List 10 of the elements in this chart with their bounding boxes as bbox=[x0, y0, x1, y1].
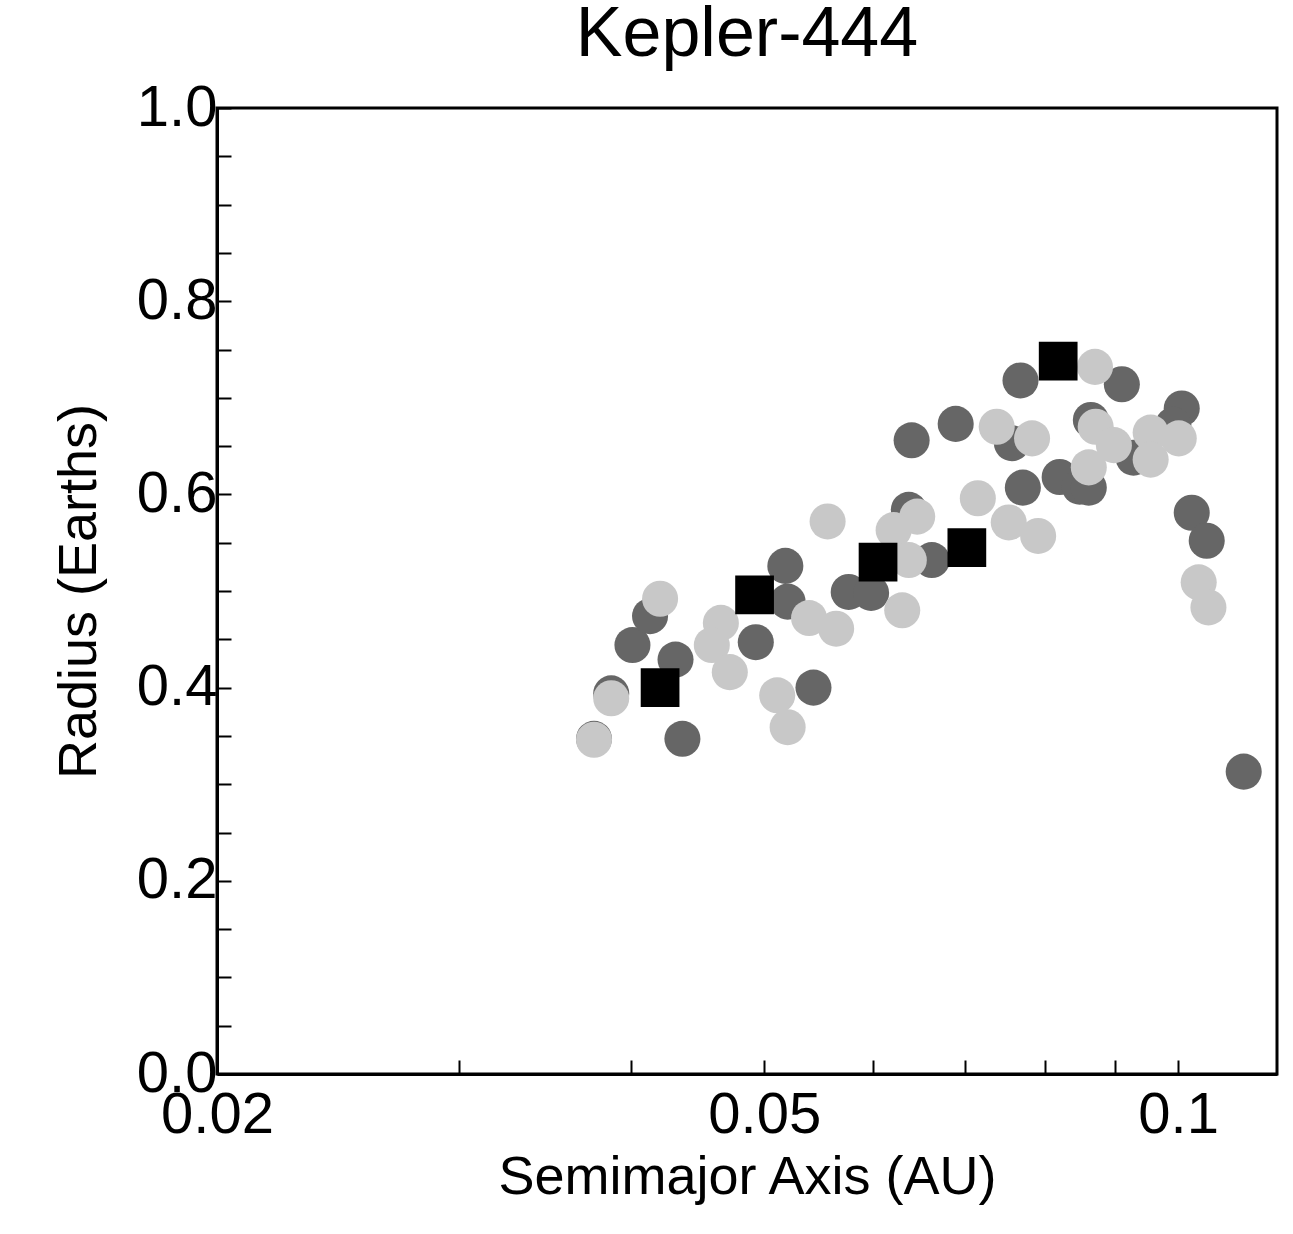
x-tick-label: 0.1 bbox=[1138, 1079, 1219, 1145]
y-tick-label: 1.0 bbox=[136, 72, 218, 138]
y-tick-label: 0.2 bbox=[136, 845, 218, 911]
x-axis-title: Semimajor Axis (AU) bbox=[498, 1144, 997, 1205]
y-tick-label: 0.4 bbox=[136, 652, 218, 718]
y-tick-label: 0.6 bbox=[136, 458, 218, 524]
y-tick-label: 0.8 bbox=[136, 265, 218, 331]
chart-title: Kepler-444 bbox=[575, 0, 919, 71]
y-axis-title: Radius (Earths) bbox=[46, 403, 107, 780]
x-tick-label: 0.05 bbox=[708, 1079, 822, 1145]
